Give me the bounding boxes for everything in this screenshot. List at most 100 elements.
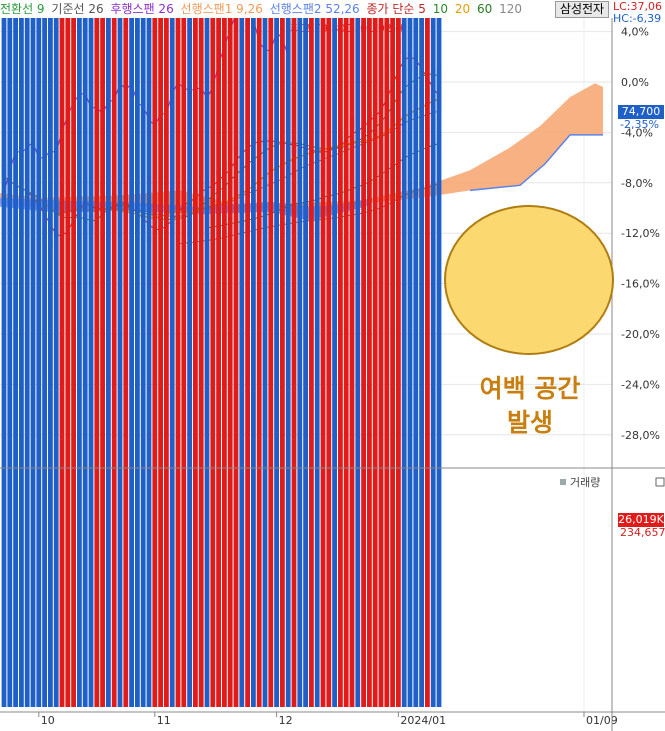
- volume-bar: [129, 0, 134, 707]
- volume-bar: [175, 0, 181, 707]
- volume-bar: [187, 0, 192, 707]
- volume-bar: [42, 0, 47, 707]
- volume-bar: [314, 0, 320, 707]
- volume-bar: [419, 0, 424, 707]
- volume-bar: [24, 0, 30, 707]
- volume-bar: [285, 0, 291, 707]
- volume-bar: [146, 0, 152, 707]
- volume-bar: [111, 0, 117, 707]
- volume-bar: [349, 0, 355, 707]
- ma120-line: [177, 183, 440, 245]
- legend-item-conversion-line: 전환선 9: [0, 2, 45, 16]
- volume-bar: [291, 0, 297, 707]
- volume-bar: [7, 0, 13, 707]
- volume-bar: [1, 0, 7, 707]
- x-tick-label: 11: [157, 714, 171, 727]
- volume-legend-swatch: [560, 479, 566, 485]
- price-tick-label: -16,0%: [621, 278, 660, 291]
- volume-bar: [140, 0, 146, 707]
- volume-bar: [181, 0, 187, 707]
- volume-bar: [193, 0, 198, 707]
- volume-bar: [268, 0, 274, 707]
- volume-bars: [1, 0, 442, 707]
- volume-bar: [251, 0, 256, 707]
- volume-bar: [94, 0, 100, 707]
- legend-item-lagging-span: 후행스팬 26: [110, 2, 174, 16]
- volume-bar: [36, 0, 42, 707]
- x-tick-label: 12: [279, 714, 293, 727]
- volume-bar: [303, 0, 308, 707]
- volume-bar: [48, 0, 53, 707]
- legend-item-close-ma: 종가 단순 5: [366, 2, 426, 16]
- volume-bar: [355, 0, 361, 707]
- volume-bar: [210, 0, 216, 707]
- volume-bar: [117, 0, 123, 707]
- price-tick-label: -8,0%: [621, 177, 653, 190]
- volume-bar: [222, 0, 227, 707]
- volume-bar: [13, 0, 18, 707]
- volume-settings-icon[interactable]: [655, 477, 665, 487]
- current-price-tag: 74,700: [618, 105, 664, 119]
- volume-bar: [239, 0, 245, 707]
- volume-bar: [53, 0, 59, 707]
- volume-bar: [164, 0, 169, 707]
- volume-bar: [384, 0, 390, 707]
- legend-item-base-line: 기준선 26: [51, 2, 104, 16]
- base-line: [3, 110, 440, 217]
- ma5-line: [3, 55, 440, 236]
- x-tick-label: 2024/01: [400, 714, 446, 727]
- volume-bar: [396, 0, 401, 707]
- volume-bar: [332, 0, 337, 707]
- legend-item-leading-span-2: 선행스팬2 52,26: [269, 2, 360, 16]
- x-tick-label: 01/09: [586, 714, 618, 727]
- volume-bar: [82, 0, 88, 707]
- volume-bar: [30, 0, 36, 707]
- volume-bar: [65, 0, 71, 707]
- ma10-line: [3, 73, 440, 222]
- price-tick-label: -12,0%: [621, 227, 660, 240]
- volume-bar: [262, 0, 268, 707]
- volume-bar: [245, 0, 250, 707]
- price-tick-label: -24,0%: [621, 378, 660, 391]
- volume-legend-label: 거래량: [570, 476, 601, 489]
- current-pct-label: -2,35%: [620, 118, 659, 131]
- legend-item-ma20: 20: [454, 2, 471, 16]
- volume-bar: [390, 0, 395, 707]
- leading-span-2-line: [469, 134, 603, 192]
- volume-bar: [401, 0, 407, 707]
- volume-bar: [320, 0, 326, 707]
- volume-bar: [430, 0, 436, 707]
- volume-bar: [216, 0, 221, 707]
- volume-bar: [343, 0, 349, 707]
- volume-bar: [77, 0, 82, 707]
- legend-item-ma10: 10: [432, 2, 449, 16]
- volume-bar: [372, 0, 378, 707]
- volume-bar: [204, 0, 210, 707]
- volume-bar: [100, 0, 105, 707]
- volume-bar: [326, 0, 332, 707]
- volume-bar: [123, 0, 129, 707]
- volume-pane: 30,000K25,000K20,000K15,000K10,000K5,000…: [1, 0, 442, 707]
- volume-bar: [407, 0, 413, 707]
- legend-item-ma120: 120: [499, 2, 522, 16]
- volume-bar: [297, 0, 303, 707]
- indicator-legend: 전환선 9 기준선 26 후행스팬 26 선행스팬1 9,26 선행스팬2 52…: [0, 0, 665, 18]
- volume-bar: [361, 0, 366, 707]
- volume-bar: [19, 0, 24, 707]
- volume-bar: [158, 0, 163, 707]
- legend-item-leading-span-1: 선행스팬1 9,26: [180, 2, 263, 16]
- stock-name-button[interactable]: 삼성전자: [555, 1, 609, 18]
- volume-bar: [367, 0, 372, 707]
- volume-bar: [152, 0, 158, 707]
- volume-bar: [256, 0, 262, 707]
- annotation-line-1: 여백 공간: [479, 374, 581, 403]
- annotation-text: 여백 공간 발생: [440, 372, 620, 440]
- price-tick-label: 0,0%: [621, 76, 649, 89]
- x-tick-label: 10: [41, 714, 55, 727]
- cloud-area: [0, 83, 603, 219]
- price-tick-label: -28,0%: [621, 429, 660, 442]
- volume-avg-label: 234,657: [620, 526, 665, 539]
- volume-bar: [425, 0, 430, 707]
- volume-bar: [59, 0, 65, 707]
- price-tick-label: -20,0%: [621, 328, 660, 341]
